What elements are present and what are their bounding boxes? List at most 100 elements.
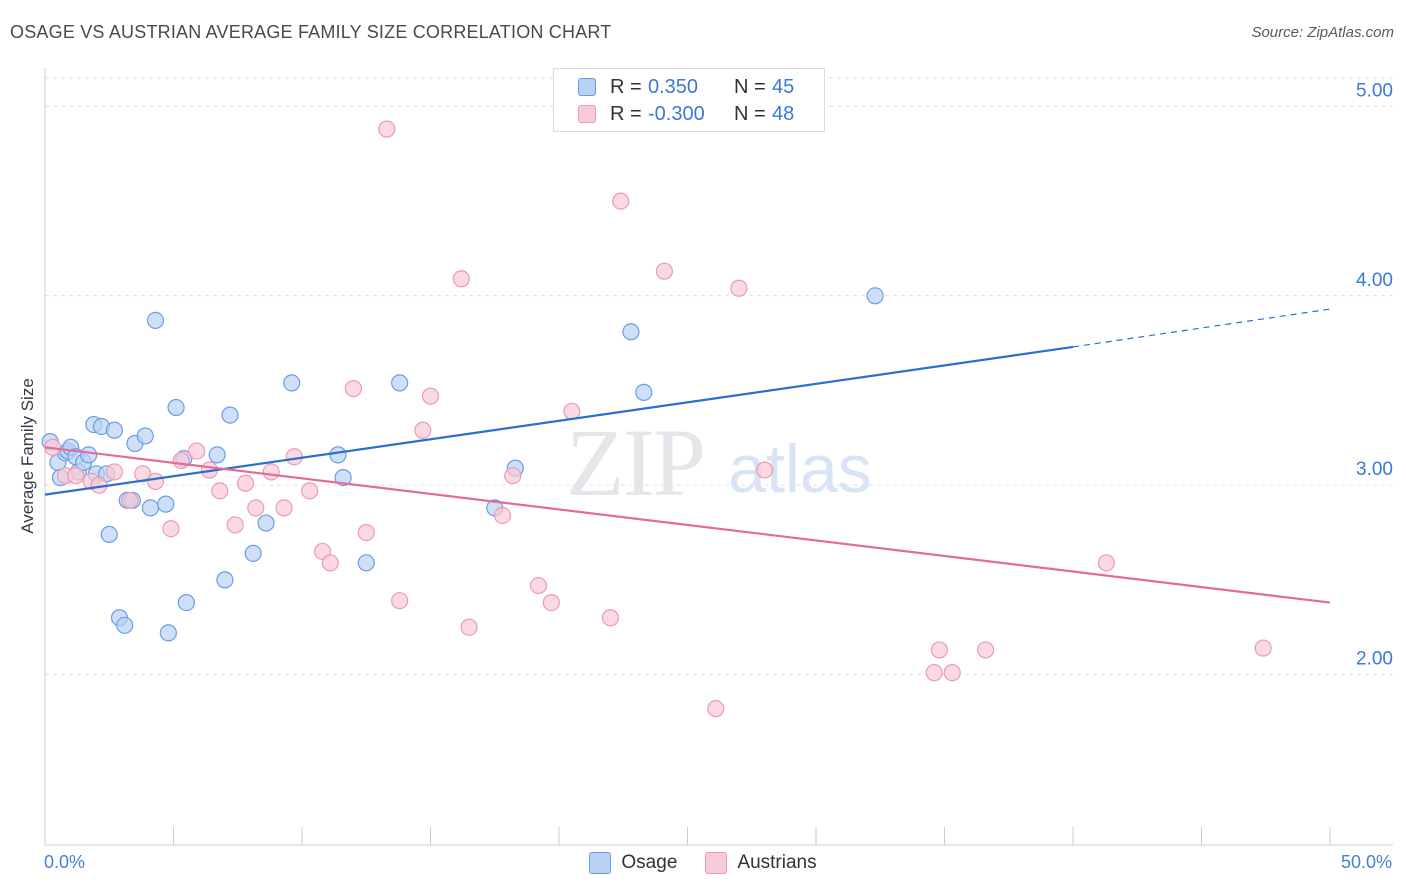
watermark-zip: ZIP xyxy=(566,409,704,516)
x-max-label: 50.0% xyxy=(1340,852,1392,872)
austrians-point xyxy=(943,664,961,682)
watermark-atlas: atlas xyxy=(728,431,872,507)
n-label: N = xyxy=(734,75,766,98)
austrians-point xyxy=(275,499,293,517)
austrians-r-value: -0.300 xyxy=(648,102,705,125)
austrians-point xyxy=(755,461,774,479)
osage-point xyxy=(116,616,134,634)
austrians-point xyxy=(67,467,85,485)
austrians-point xyxy=(493,506,512,525)
austrians-point xyxy=(344,379,362,398)
osage-point xyxy=(334,468,352,487)
correlation-legend: R = 0.350 N = 45 R = -0.300 N = 48 xyxy=(553,68,825,132)
austrians-point xyxy=(977,641,995,659)
austrians-point xyxy=(236,474,255,492)
x-min-label: 0.0% xyxy=(44,852,86,872)
zipatlas-watermark: ZIP atlas xyxy=(566,409,872,516)
austrians-point xyxy=(504,467,522,485)
osage-point xyxy=(283,374,301,392)
austrians-point xyxy=(211,482,229,500)
austrians-point xyxy=(655,262,673,280)
osage-trend-line xyxy=(44,345,1074,496)
austrians-point xyxy=(563,402,581,420)
austrians-point xyxy=(1254,639,1272,657)
austrians-point xyxy=(146,472,165,490)
osage-point xyxy=(221,406,239,424)
austrians-point xyxy=(226,516,244,534)
n-label: N = xyxy=(734,102,766,125)
osage-point xyxy=(257,514,275,532)
osage-point xyxy=(391,374,409,392)
austrians-point xyxy=(121,491,139,509)
osage-point xyxy=(141,499,159,517)
osage-point xyxy=(866,287,884,305)
osage-point xyxy=(216,571,234,589)
austrians-point xyxy=(285,448,303,466)
osage-point xyxy=(105,421,123,439)
osage-point xyxy=(635,383,653,401)
legend-row-osage: R = 0.350 N = 45 xyxy=(578,76,794,98)
legend-row-austrians: R = -0.300 N = 48 xyxy=(578,103,794,125)
austrians-point xyxy=(601,609,620,627)
y-tick-label: 5.00 xyxy=(1356,80,1393,101)
series-legend: Osage Austrians xyxy=(0,852,1406,874)
austrians-point xyxy=(247,499,265,517)
austrians-point xyxy=(172,451,190,470)
source-label: Source: ZipAtlas.com xyxy=(1251,24,1394,41)
austrians-legend-swatch xyxy=(705,852,728,874)
austrians-point xyxy=(188,442,206,460)
osage-legend-swatch xyxy=(589,852,612,874)
osage-point xyxy=(157,495,175,513)
austrians-point xyxy=(105,463,123,481)
austrians-swatch xyxy=(578,105,596,123)
austrians-point xyxy=(301,482,319,500)
chart-title: OSAGE VS AUSTRIAN AVERAGE FAMILY SIZE CO… xyxy=(10,22,612,42)
osage-point xyxy=(357,554,375,572)
austrians-point xyxy=(162,520,180,538)
austrians-point xyxy=(414,421,432,439)
osage-point xyxy=(208,446,226,464)
osage-r-value: 0.350 xyxy=(648,75,699,98)
austrians-point xyxy=(452,270,470,288)
austrians-point xyxy=(134,465,152,483)
osage-point xyxy=(136,427,154,445)
austrians-point xyxy=(542,593,560,612)
osage-point xyxy=(146,311,165,330)
austrians-trend-line xyxy=(44,446,1331,604)
osage-n-value: 45 xyxy=(772,75,795,98)
austrians-point xyxy=(707,700,725,718)
austrians-point xyxy=(1097,554,1116,572)
osage-point xyxy=(244,544,262,562)
austrians-legend-label: Austrians xyxy=(737,852,817,873)
austrians-point xyxy=(925,664,943,682)
austrians-point xyxy=(421,387,440,405)
austrians-point xyxy=(930,641,948,659)
austrians-point xyxy=(612,192,630,210)
y-tick-label: 3.00 xyxy=(1356,459,1393,480)
austrians-point xyxy=(321,554,339,572)
osage-point xyxy=(159,624,177,642)
osage-point xyxy=(329,446,347,464)
osage-point xyxy=(100,525,118,544)
austrians-point xyxy=(730,279,748,297)
osage-trend-extension xyxy=(1072,308,1331,348)
austrians-point xyxy=(529,576,548,595)
austrians-point xyxy=(357,523,375,542)
osage-swatch xyxy=(578,78,596,96)
austrians-n-value: 48 xyxy=(772,102,795,125)
r-label: R = xyxy=(610,75,642,98)
y-tick-label: 4.00 xyxy=(1356,270,1393,291)
osage-point xyxy=(80,446,98,464)
osage-point xyxy=(622,323,640,341)
osage-legend-label: Osage xyxy=(621,852,678,873)
austrians-point xyxy=(391,592,409,610)
austrians-point xyxy=(378,120,396,138)
legend-item-osage: Osage xyxy=(589,852,677,874)
austrians-point xyxy=(262,463,280,481)
legend-item-austrians: Austrians xyxy=(705,852,817,874)
osage-point xyxy=(177,593,195,612)
y-tick-label: 2.00 xyxy=(1356,649,1393,670)
austrians-point xyxy=(460,618,478,636)
osage-point xyxy=(167,398,185,417)
